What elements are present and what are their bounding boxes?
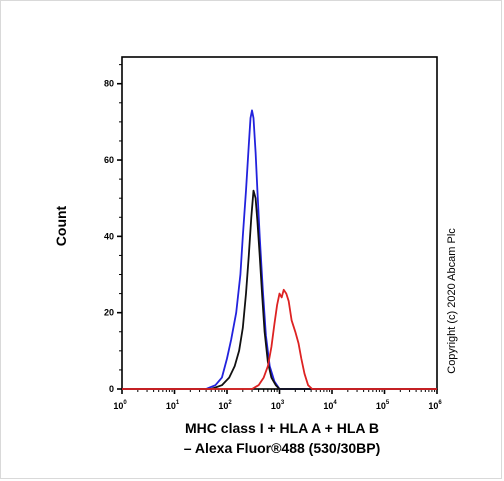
y-tick-label-0: 0 — [109, 384, 114, 394]
x-tick-label-4: 104 — [323, 400, 337, 411]
plot-series — [122, 109, 437, 390]
y-tick-label-40: 40 — [104, 231, 114, 241]
y-axis-label: Count — [53, 205, 69, 246]
histogram-series-1 — [122, 189, 437, 390]
x-axis-label-line1: MHC class I + HLA A + HLA B — [185, 420, 379, 436]
y-tick-label-60: 60 — [104, 155, 114, 165]
y-tick-label-80: 80 — [104, 79, 114, 89]
x-axis-label-line2: – Alexa Fluor®488 (530/30BP) — [184, 440, 381, 456]
x-tick-label-0: 100 — [113, 400, 127, 411]
y-tick-label-20: 20 — [104, 308, 114, 318]
axes: 0 20 40 60 80 100 101 102 103 104 105 106 — [104, 56, 442, 411]
copyright-notice: Copyright (c) 2020 Abcam Plc — [446, 228, 458, 374]
x-tick-label-5: 105 — [376, 400, 390, 411]
x-tick-label-2: 102 — [218, 400, 232, 411]
x-tick-label-1: 101 — [166, 400, 180, 411]
x-tick-label-6: 106 — [428, 400, 442, 411]
x-tick-label-3: 103 — [271, 400, 285, 411]
histogram-series-2 — [122, 288, 437, 390]
plot-frame — [121, 56, 438, 390]
histogram-series-0 — [122, 109, 437, 390]
